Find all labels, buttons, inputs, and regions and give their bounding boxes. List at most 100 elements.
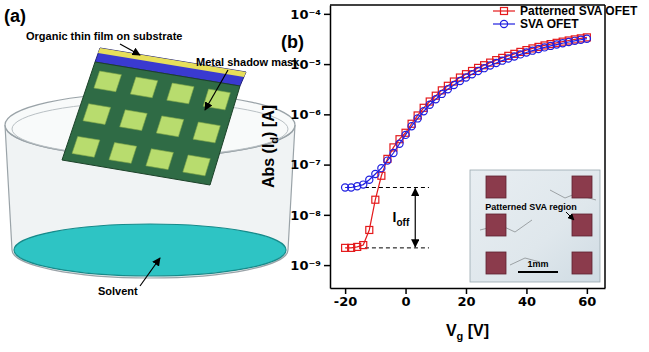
ioff-label-sub: off — [396, 217, 409, 228]
x-tick-label: -20 — [334, 294, 358, 309]
scale-bar — [518, 271, 558, 273]
mask-arrow — [205, 70, 228, 110]
y-axis-line — [330, 6, 332, 289]
figure: (a)Organic thin film on substrate Metal s… — [0, 0, 649, 352]
y-axis-title-suffix: ) [A] — [260, 105, 277, 137]
mask-opening — [167, 83, 194, 104]
y-axis-title: Abs (Id) [A] — [260, 105, 280, 188]
y-tick-label: 10⁻⁵ — [290, 57, 321, 72]
legend-label: SVA OFET — [520, 17, 579, 31]
y-tick-label: 10⁻⁹ — [290, 258, 321, 273]
inset-sva-square — [486, 214, 506, 236]
data-point — [390, 149, 397, 156]
x-tick: -20 — [334, 288, 358, 309]
ioff-level-line — [365, 187, 429, 188]
x-axis-title-suffix: [V] — [463, 322, 489, 339]
legend-label: Patterned SVA OFET — [520, 4, 638, 18]
y-tick-label: 10⁻⁶ — [290, 107, 321, 122]
x-tick-mark — [526, 288, 528, 294]
y-axis-title-sub: d — [268, 137, 280, 144]
y-tick-mark — [324, 215, 330, 217]
x-tick: 60 — [578, 288, 596, 309]
scale-bar-label: 1mm — [527, 259, 548, 269]
mask-opening — [109, 143, 137, 164]
panel-a: (a)Organic thin film on substrate Metal s… — [4, 6, 300, 297]
y-tick-mark — [324, 14, 330, 16]
panel-label: (b) — [281, 32, 304, 52]
data-point — [408, 123, 415, 130]
frame-right — [604, 5, 606, 288]
x-tick-label: 40 — [518, 294, 536, 309]
mask-opening — [83, 104, 111, 125]
ioff-label: Ioff — [393, 209, 410, 228]
inset-sva-square — [486, 176, 506, 198]
y-tick: 10⁻⁹ — [290, 258, 330, 273]
legend: Patterned SVA OFETSVA OFET — [493, 4, 638, 31]
ioff-annotation — [365, 188, 429, 248]
y-axis-title-main: Abs (I — [260, 144, 277, 188]
x-tick-label: 0 — [402, 294, 411, 309]
mask-opening — [193, 122, 220, 143]
data-point — [366, 176, 373, 183]
y-tick: 10⁻⁴ — [290, 7, 330, 22]
ioff-level-line — [365, 247, 429, 248]
y-tick-mark — [324, 114, 330, 116]
x-axis-title-sub: g — [457, 330, 464, 342]
x-tick-mark — [466, 288, 468, 294]
data-point — [378, 165, 385, 172]
data-point — [402, 131, 409, 138]
x-tick-mark — [345, 288, 347, 294]
series — [342, 35, 591, 191]
data-point — [384, 157, 391, 164]
series-line — [345, 39, 587, 188]
mask-opening — [146, 149, 174, 170]
y-tick: 10⁻⁷ — [290, 157, 330, 172]
shadow-mask — [62, 62, 240, 185]
x-tick-mark — [587, 288, 589, 294]
x-tick: 40 — [518, 288, 536, 309]
mask-opening — [72, 136, 100, 157]
mask-opening — [130, 77, 157, 98]
x-tick-label: 20 — [457, 294, 475, 309]
panel-label: (a) — [4, 6, 26, 26]
x-tick-mark — [405, 288, 407, 294]
x-axis-title-main: V — [446, 322, 457, 339]
y-tick: 10⁻⁵ — [290, 57, 330, 72]
inset-sva-square — [572, 252, 592, 274]
legend-swatch-line — [493, 10, 515, 11]
data-point — [432, 96, 439, 103]
x-axis-line — [331, 288, 606, 290]
inset: Patterned SVA region 1mm — [470, 170, 600, 282]
inset-sva-square — [572, 214, 592, 236]
data-point — [420, 108, 427, 115]
mask-opening — [183, 155, 210, 176]
y-axis: 10⁻⁹ 10⁻⁸ 10⁻⁷ 10⁻⁶ 10⁻⁵ 10⁻⁴ — [290, 6, 330, 289]
data-point — [372, 170, 379, 177]
x-tick-label: 60 — [578, 294, 596, 309]
inset-label: Patterned SVA region — [485, 202, 577, 212]
y-tick: 10⁻⁸ — [290, 208, 330, 223]
y-tick-mark — [324, 164, 330, 166]
mask-opening — [120, 110, 148, 131]
data-point — [426, 101, 433, 108]
ioff-arrow — [415, 189, 416, 247]
y-tick-mark — [324, 265, 330, 267]
panel-b: (b) -20 0 20 40 60 10⁻⁹ 10⁻⁸ 10⁻⁷ 10⁻⁶ 10⁻⁵ 10⁻⁴ Vg … — [260, 4, 638, 342]
x-tick: 0 — [402, 288, 411, 309]
x-axis-title: Vg [V] — [446, 322, 489, 342]
data-point — [366, 226, 373, 233]
mask-opening — [156, 116, 183, 137]
inset-sva-square — [486, 252, 506, 274]
data-point — [414, 115, 421, 122]
data-point — [360, 181, 367, 188]
data-point — [583, 35, 590, 42]
film-arrow — [120, 44, 140, 55]
inset-arrow — [566, 212, 574, 220]
solvent — [14, 224, 286, 276]
film-label: Organic thin film on substrate — [26, 30, 182, 42]
mask-label: Metal shadow mask — [196, 56, 300, 68]
mask-opening — [94, 71, 121, 92]
y-tick-label: 10⁻⁴ — [290, 7, 321, 22]
legend-swatch-marker — [500, 20, 507, 27]
data-point — [360, 242, 367, 249]
